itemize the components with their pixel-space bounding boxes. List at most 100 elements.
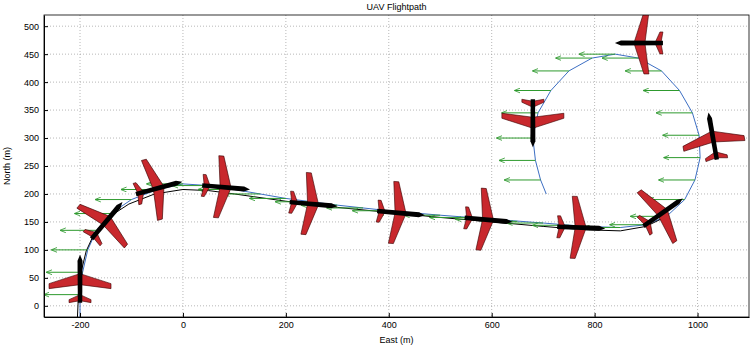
wind-arrow	[60, 230, 96, 231]
grid-line	[44, 305, 749, 306]
aircraft-wing	[637, 184, 685, 243]
grid-line	[44, 138, 749, 139]
aircraft	[615, 15, 663, 74]
wind-arrow	[664, 157, 700, 158]
aircraft	[128, 152, 190, 224]
tick-label: 250	[24, 161, 39, 171]
tick: -200	[72, 313, 90, 330]
tick-mark	[44, 194, 48, 195]
tick-label: 200	[24, 189, 39, 199]
tick: 100	[24, 245, 48, 255]
tick: 300	[24, 133, 48, 143]
grid-line	[44, 82, 749, 83]
wind-arrow	[497, 138, 533, 139]
wind-arrow	[610, 224, 646, 225]
tick-mark	[183, 313, 184, 317]
grid-line	[44, 110, 749, 111]
wind-arrow	[505, 179, 541, 180]
tick: 600	[485, 313, 500, 330]
wind-arrow	[430, 217, 466, 218]
tick-mark	[698, 313, 699, 317]
wind-arrow	[644, 90, 680, 91]
y-axis: 0 50 100 150 200 250 300 350 400 450 500	[24, 16, 48, 318]
tick-mark	[389, 313, 390, 317]
chart: -200 0 200 400 600 800 1000 0 50 100 150 200 250 300 3…	[0, 0, 755, 347]
tick-mark	[44, 26, 48, 27]
aircraft-fuselage	[289, 200, 337, 209]
tick-mark	[44, 54, 48, 55]
flight-path	[80, 54, 700, 317]
aircraft	[462, 187, 515, 253]
tick-mark	[44, 166, 48, 167]
tick: 250	[24, 161, 48, 171]
aircraft-fuselage	[202, 183, 250, 192]
tick: 500	[24, 22, 48, 32]
tick-label: 800	[588, 320, 603, 330]
tick-mark	[44, 110, 48, 111]
aircraft	[49, 255, 111, 303]
chart-title: UAV Flightpath	[367, 2, 427, 12]
aircraft-fuselage	[377, 209, 425, 218]
tick-mark	[44, 138, 48, 139]
wind-arrow	[556, 58, 592, 59]
plot-area: -200 0 200 400 600 800 1000 0 50 100 150 200 250 300 3…	[24, 12, 750, 330]
grid-line	[285, 15, 286, 317]
tick-label: 0	[181, 320, 186, 330]
tick-mark	[286, 313, 287, 317]
aircraft-fuselage	[706, 112, 719, 160]
tick: 350	[24, 105, 48, 115]
tick-mark	[44, 222, 48, 223]
y-axis-title: North (m)	[2, 147, 12, 185]
tick-label: -200	[72, 320, 90, 330]
wind-arrows	[44, 54, 700, 294]
wind-arrow	[250, 198, 286, 199]
tick: 400	[382, 313, 397, 330]
tick-mark	[595, 313, 596, 317]
tick-label: 350	[24, 105, 39, 115]
tick-label: 50	[29, 273, 39, 283]
flight-path	[77, 189, 666, 317]
aircraft-fuselage	[78, 255, 83, 303]
x-axis: -200 0 200 400 600 800 1000	[45, 313, 750, 330]
wind-arrow	[656, 112, 692, 113]
aircraft	[678, 107, 747, 165]
wind-arrow	[515, 90, 551, 91]
tick-label: 1000	[688, 320, 708, 330]
plot-frame	[44, 15, 749, 317]
tick: 200	[24, 189, 48, 199]
wind-arrow	[507, 223, 543, 224]
marks	[44, 15, 747, 317]
tick-label: 150	[24, 217, 39, 227]
aircraft-fuselage	[557, 224, 605, 231]
tick-label: 600	[485, 320, 500, 330]
tick-mark	[44, 278, 48, 279]
tick: 1000	[688, 313, 708, 330]
tick: 400	[24, 77, 48, 87]
tick: 200	[279, 313, 294, 330]
tick-label: 400	[382, 320, 397, 330]
wind-arrow	[52, 249, 88, 250]
tick: 450	[24, 50, 48, 60]
wind-arrow	[663, 135, 699, 136]
tick: 0	[34, 301, 48, 311]
wind-arrow	[44, 294, 80, 295]
tick-mark	[44, 250, 48, 251]
aircraft	[68, 182, 146, 259]
wind-arrow	[579, 54, 615, 55]
grid-line	[594, 15, 595, 317]
axis-line	[45, 317, 750, 318]
aircraft-fuselage	[464, 215, 512, 224]
tick-mark	[44, 306, 48, 307]
aircraft	[287, 171, 340, 237]
aircraft	[199, 154, 252, 220]
wind-arrow	[47, 272, 83, 273]
grid-line	[44, 249, 749, 250]
wind-arrow	[602, 58, 638, 59]
wind-arrow	[95, 199, 131, 200]
aircraft-group	[49, 15, 747, 303]
tick: 800	[588, 313, 603, 330]
x-axis-title: East (m)	[379, 335, 413, 345]
tick-mark	[44, 82, 48, 83]
grid-line	[44, 277, 749, 278]
aircraft-fuselage	[530, 99, 535, 147]
